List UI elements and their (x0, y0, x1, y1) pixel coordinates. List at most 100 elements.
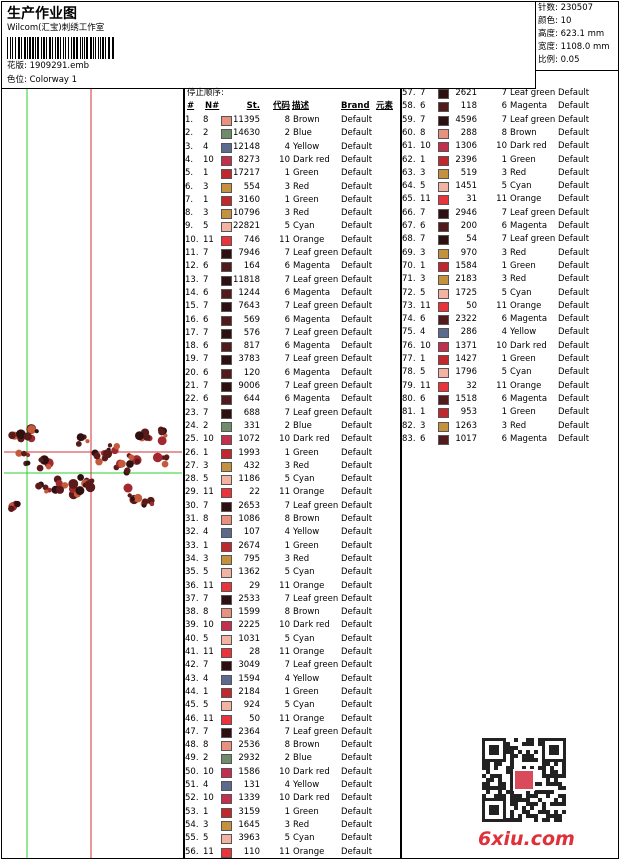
qr-cell (510, 746, 514, 750)
qr-cell (538, 738, 542, 742)
needle: 3 (420, 167, 426, 178)
qr-cell (530, 766, 534, 770)
motif (163, 433, 168, 438)
motif (34, 429, 39, 434)
description: Magenta (510, 393, 548, 404)
stop-number: 27. (185, 460, 199, 471)
code: 8 (501, 127, 507, 138)
column-header: St. (246, 101, 260, 111)
qr-cell (546, 818, 550, 822)
qr-cell (486, 762, 490, 766)
stitches: 31 (466, 194, 477, 205)
stop-number: 40. (185, 633, 199, 644)
stitches: 29 (249, 580, 260, 591)
qr-cell (522, 806, 526, 810)
brand: Default (341, 154, 373, 165)
swatch (438, 261, 449, 272)
qr-cell (554, 762, 558, 766)
code: 10 (279, 793, 290, 804)
motif (124, 467, 131, 474)
swatch (221, 315, 232, 326)
swatch (221, 461, 232, 472)
stop-number: 60. (402, 127, 416, 138)
swatch (221, 727, 232, 738)
stitches: 1263 (455, 420, 477, 431)
motif (126, 460, 134, 468)
needle: 4 (203, 780, 209, 790)
qr-cell (498, 774, 502, 778)
swatch (221, 155, 232, 166)
needle: 8 (203, 115, 209, 125)
code: 4 (284, 141, 290, 152)
stop-number: 13. (185, 274, 199, 285)
qr-cell (562, 770, 566, 774)
qr-cell (554, 770, 558, 774)
swatch (221, 634, 232, 645)
stop-number: 2. (185, 128, 194, 139)
qr-cell (486, 782, 490, 786)
stitches: 54 (466, 234, 477, 245)
stop-number: 26. (185, 447, 199, 458)
brand: Default (341, 500, 373, 511)
stop-number: 64. (402, 181, 416, 192)
stitches: 120 (243, 367, 260, 378)
code: 10 (279, 620, 290, 631)
bar (108, 37, 110, 59)
needle: 11 (203, 580, 214, 591)
needle: 3 (420, 420, 426, 431)
code: 6 (501, 221, 507, 231)
description: Leaf green (293, 660, 339, 671)
description: Green (510, 154, 536, 165)
needle: 2 (203, 128, 209, 139)
needle: 8 (203, 740, 209, 751)
stitches: 110 (243, 846, 260, 857)
swatch (221, 608, 232, 619)
qr-cell (506, 766, 510, 770)
motif (21, 450, 27, 457)
motif (8, 505, 15, 512)
qr-cell (514, 806, 518, 810)
bar (57, 37, 59, 59)
stitches: 2621 (455, 88, 477, 98)
brand: Default (341, 168, 373, 179)
description: Leaf green (293, 301, 339, 312)
bar (55, 37, 56, 59)
brand: Default (341, 620, 373, 631)
needle: 3 (203, 181, 209, 192)
code: 8 (284, 115, 290, 125)
motif (127, 493, 132, 498)
qr-cell (530, 742, 534, 746)
needle: 2 (203, 420, 209, 431)
info-box (535, 1, 619, 71)
motif (161, 460, 169, 468)
swatch (438, 208, 449, 219)
qr-cell (526, 738, 530, 742)
bar (105, 37, 106, 59)
brand: Default (341, 367, 373, 378)
stop-number: 52. (185, 793, 199, 804)
qr-cell (510, 778, 514, 782)
bar (52, 37, 53, 59)
stitches: 118 (460, 101, 477, 112)
code: 11 (279, 234, 290, 245)
description: Brown (293, 115, 320, 125)
brand: Default (341, 593, 373, 604)
description: Leaf green (293, 354, 339, 365)
swatch (221, 834, 232, 845)
code: 1 (501, 354, 507, 364)
code: 7 (284, 593, 290, 604)
stop-number: 22. (185, 394, 199, 405)
info-line: 颜色: 10 (538, 16, 572, 26)
brand: Default (558, 101, 590, 112)
qr-cell (522, 766, 526, 770)
needle: 1 (203, 447, 209, 458)
swatch (221, 741, 232, 752)
bar (112, 37, 114, 59)
swatch (221, 408, 232, 419)
code: 11 (279, 580, 290, 591)
needle: 8 (203, 514, 209, 524)
needle: 1 (203, 686, 209, 697)
stop-number: 78. (402, 367, 416, 378)
qr-cell (562, 762, 566, 766)
